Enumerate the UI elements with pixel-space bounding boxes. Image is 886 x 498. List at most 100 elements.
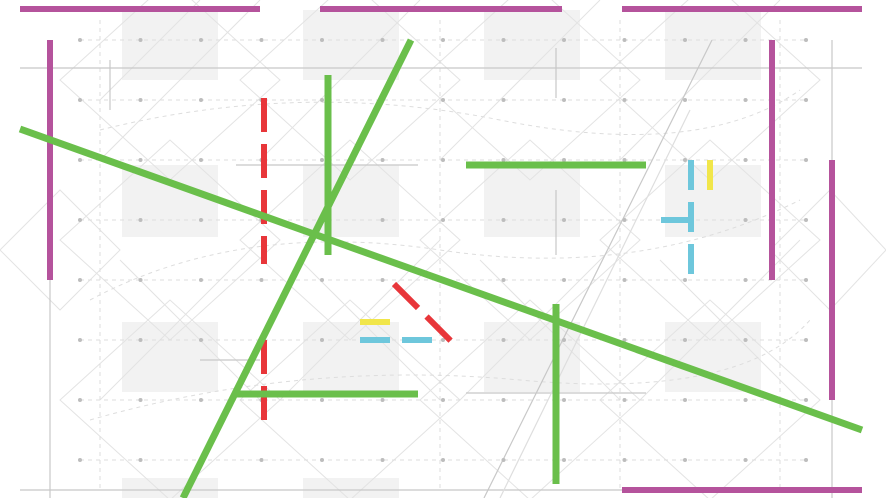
grid-dot (138, 218, 143, 222)
grid-dot (441, 338, 445, 342)
lattice-diamond (769, 189, 886, 311)
red-dashed-segments (261, 98, 461, 430)
grid-dot (199, 98, 203, 102)
grid-dot (138, 158, 143, 162)
grid-dot (804, 158, 808, 162)
grid-dot (380, 278, 385, 282)
grid-dot (259, 458, 264, 462)
grid-dot (804, 278, 808, 282)
grid-dot (501, 338, 506, 342)
grid-dot (78, 278, 82, 282)
lattice-diamond (599, 139, 821, 341)
grid-diagonal-faint (499, 109, 691, 498)
grid-dot (199, 398, 203, 402)
grid-dot (622, 98, 627, 102)
grid-dot (199, 38, 203, 42)
grid-dot (320, 458, 324, 462)
grid-dot (743, 398, 748, 402)
lattice-diamond (0, 189, 121, 311)
grid-dot (78, 98, 82, 102)
cyan-dashed-segments (360, 160, 694, 343)
tile (665, 322, 761, 392)
lattice-diagonals (119, 259, 801, 401)
lattice-diamond (239, 139, 461, 341)
grid-dot (622, 458, 627, 462)
grid-dot (199, 218, 203, 222)
grid-dot (380, 218, 385, 222)
tile (484, 165, 580, 237)
grid-dot (501, 158, 506, 162)
grid-dot (501, 38, 506, 42)
grid-dot (562, 38, 566, 42)
green-diagonal-steep (179, 38, 415, 498)
grid-dot (138, 398, 143, 402)
tile (665, 10, 761, 80)
dashed-curve (99, 89, 801, 135)
grid-dot (320, 338, 324, 342)
tile (303, 478, 399, 498)
grid-dot (320, 98, 324, 102)
lattice-diamond (419, 139, 641, 341)
magenta-border-segments (20, 6, 862, 493)
grid-dot (743, 158, 748, 162)
grid-dot (743, 458, 748, 462)
grid-dot (804, 218, 808, 222)
grid-dot (380, 458, 385, 462)
grid-dot (562, 218, 566, 222)
grid-dot (138, 278, 143, 282)
grid-dot (138, 98, 143, 102)
grid-dot (320, 38, 324, 42)
tile (303, 322, 399, 392)
tile (122, 10, 218, 80)
grid-dot (501, 398, 506, 402)
grid-dot (380, 158, 385, 162)
grid-dot (622, 338, 627, 342)
grid-diagonal-long (483, 39, 713, 498)
grid-dot (78, 458, 82, 462)
dashed-curve (89, 199, 801, 301)
grid-dot (743, 338, 748, 342)
grid-dot (562, 98, 566, 102)
grid-dot (562, 398, 566, 402)
grid-dot (683, 38, 687, 42)
grid-dot (78, 218, 82, 222)
lattice-diamond (419, 0, 641, 181)
grid-dot (501, 218, 506, 222)
grid-dot (622, 218, 627, 222)
lattice-diamond (239, 0, 461, 181)
grid-dot (743, 278, 748, 282)
grid-dot (441, 398, 445, 402)
grid-dot (441, 458, 445, 462)
grid-dot (743, 98, 748, 102)
grid-dot (743, 218, 748, 222)
grid-dot (138, 338, 143, 342)
grid-dot (199, 278, 203, 282)
grid-dot (683, 398, 687, 402)
lattice-diamond (59, 139, 281, 341)
grid-dots (78, 38, 808, 462)
grid-dot (320, 398, 324, 402)
tile (484, 10, 580, 80)
tile (122, 478, 218, 498)
grid-dot (804, 38, 808, 42)
grid-dot (683, 278, 687, 282)
tile (122, 322, 218, 392)
grid-dot (804, 398, 808, 402)
grid-dot (380, 38, 385, 42)
grid-dot (683, 158, 687, 162)
grid-dot (199, 158, 203, 162)
grid-dot (562, 338, 566, 342)
grid-dot (259, 278, 264, 282)
grid-dot (683, 98, 687, 102)
grid-dot (199, 338, 203, 342)
yellow-segments (360, 160, 713, 325)
grid-dot (804, 458, 808, 462)
grid-dot (501, 458, 506, 462)
grid-dot (683, 338, 687, 342)
lattice-diamond (599, 0, 821, 181)
grid-dot (320, 158, 324, 162)
tile (484, 322, 580, 392)
grid-dot (441, 158, 445, 162)
lattice-diamond (59, 0, 281, 181)
